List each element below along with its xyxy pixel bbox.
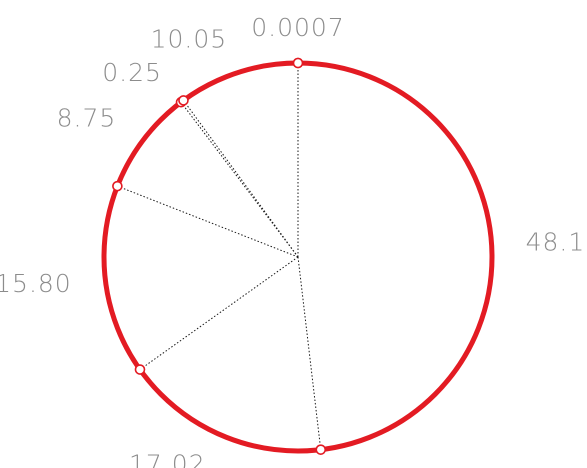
slice-boundary-marker (315, 444, 327, 455)
slice-label: 15.80 (0, 269, 72, 298)
slice-label: 0.0007 (251, 13, 344, 42)
slice-boundary-marker (178, 95, 189, 106)
slice-boundary-marker (112, 180, 123, 192)
slice-divider (183, 100, 299, 258)
slice-boundary-markers (112, 57, 327, 455)
slice-divider (139, 256, 299, 370)
slice-boundary-marker (292, 57, 304, 69)
slice-label: 10.05 (151, 24, 228, 53)
slice-labels: 48.13 17.02 15.80 8.75 0.25 10.05 0.0007 (0, 13, 587, 468)
slice-dividers (117, 62, 322, 450)
slice-divider (180, 101, 299, 258)
slice-label: 17.02 (129, 449, 206, 468)
slice-label: 0.25 (102, 58, 162, 87)
slice-boundary-marker (134, 364, 146, 375)
slice-label: 8.75 (57, 103, 117, 132)
slice-divider (117, 185, 299, 258)
slice-divider (297, 256, 322, 450)
slice-label: 48.13 (526, 228, 587, 257)
